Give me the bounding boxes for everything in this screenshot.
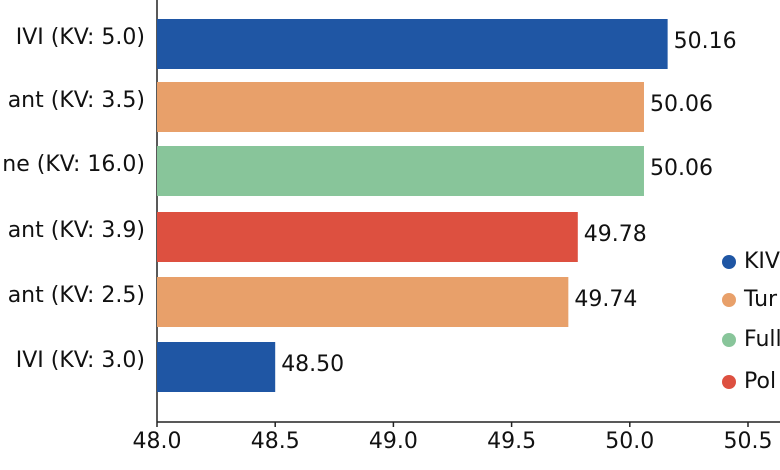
- bar: [157, 146, 644, 196]
- x-tick-label: 48.5: [251, 429, 300, 454]
- bar: [157, 342, 276, 392]
- legend-label: Pol: [744, 369, 776, 394]
- bar: [157, 277, 569, 327]
- y-tick-label: ant (KV: 3.9): [8, 218, 145, 243]
- value-label: 50.06: [650, 92, 713, 117]
- legend-marker: [722, 255, 736, 269]
- value-label: 50.16: [674, 29, 737, 54]
- y-tick-label: ne (KV: 16.0): [2, 152, 145, 177]
- legend-marker: [722, 375, 736, 389]
- legend-label: KIV: [744, 249, 780, 274]
- value-label: 48.50: [281, 352, 344, 377]
- legend-marker: [722, 333, 736, 347]
- legend-marker: [722, 293, 736, 307]
- value-label: 49.78: [584, 222, 647, 247]
- y-tick-label: ant (KV: 3.5): [8, 88, 145, 113]
- bar: [157, 212, 578, 262]
- bar: [157, 82, 644, 132]
- y-tick-label: IVI (KV: 5.0): [16, 25, 145, 50]
- x-tick-label: 49.0: [369, 429, 418, 454]
- value-label: 49.74: [574, 287, 637, 312]
- y-tick-label: IVI (KV: 3.0): [16, 348, 145, 373]
- x-tick-label: 50.5: [724, 429, 773, 454]
- legend-label: Tur: [743, 287, 778, 312]
- y-tick-label: ant (KV: 2.5): [8, 283, 145, 308]
- bar: [157, 19, 668, 69]
- x-tick-label: 49.5: [487, 429, 536, 454]
- x-tick-label: 48.0: [133, 429, 182, 454]
- legend-label: Full: [744, 327, 780, 352]
- x-tick-label: 50.0: [605, 429, 654, 454]
- value-label: 50.06: [650, 156, 713, 181]
